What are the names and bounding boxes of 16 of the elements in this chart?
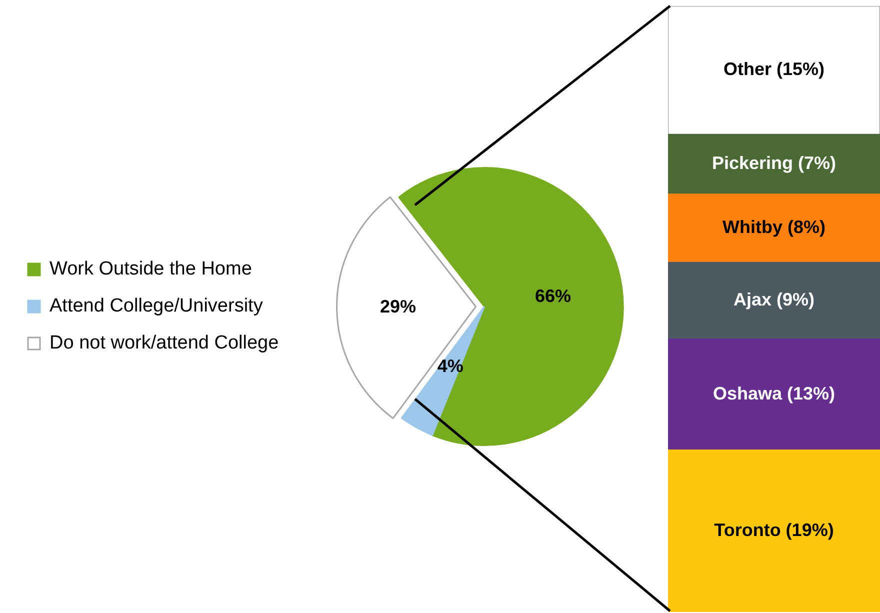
data-label: Pickering (7%) bbox=[712, 152, 836, 173]
data-label: 29% bbox=[380, 296, 416, 317]
data-label: Other (15%) bbox=[723, 58, 825, 79]
data-label: Toronto (19%) bbox=[714, 520, 834, 540]
data-label: Oshawa (13%) bbox=[712, 383, 836, 404]
bar bbox=[668, 193, 880, 262]
legend-label: Work Outside the Home bbox=[50, 258, 252, 280]
bar bbox=[668, 338, 880, 450]
data-label: Ajax (9%) bbox=[733, 289, 815, 310]
legend-label: Do not work/attend College bbox=[50, 332, 279, 354]
bar bbox=[668, 450, 880, 612]
data-label: 66% bbox=[535, 286, 572, 306]
data-label: Whitby (8%) bbox=[722, 216, 826, 237]
bar bbox=[668, 134, 880, 194]
bar bbox=[668, 262, 880, 339]
legend-label: Attend College/University bbox=[50, 296, 264, 317]
